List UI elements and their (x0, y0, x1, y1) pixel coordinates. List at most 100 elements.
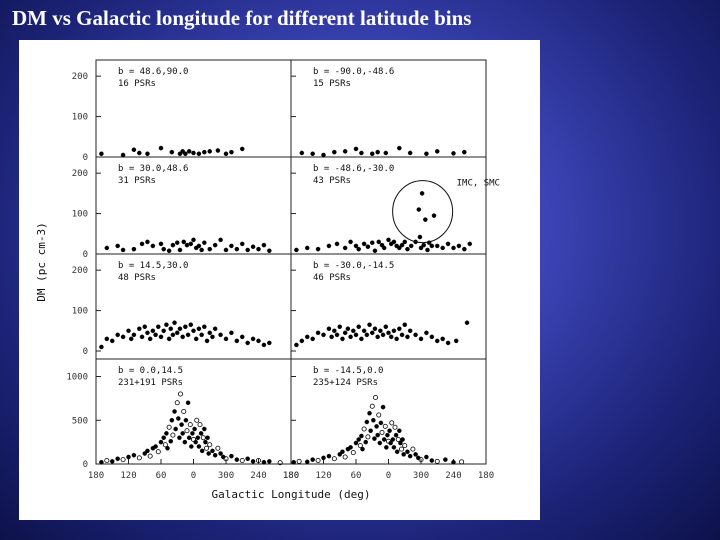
x-tick-label: 180 (283, 471, 299, 481)
data-point (304, 459, 310, 465)
panel-count-label: 48 PSRs (118, 273, 156, 283)
data-point (364, 332, 370, 338)
data-point (368, 428, 373, 433)
data-point (429, 334, 435, 340)
data-point (357, 443, 363, 449)
data-point (250, 336, 256, 342)
data-point (145, 330, 150, 336)
data-point (120, 152, 126, 158)
x-tick-label: 60 (351, 471, 362, 481)
data-point (348, 239, 353, 245)
data-point (332, 149, 337, 155)
data-point (169, 417, 175, 423)
figure-panel: 0 100 200 0 100 200 0 100 200 0 500 1000 180 120 60 0 30… (19, 40, 540, 520)
data-point (387, 428, 392, 433)
data-point (195, 435, 201, 440)
data-point (372, 326, 378, 332)
data-point (193, 439, 198, 445)
data-point (453, 338, 459, 344)
data-point (161, 435, 166, 440)
data-point (391, 239, 397, 245)
data-point (139, 241, 145, 247)
data-point (389, 420, 395, 426)
data-point (451, 459, 456, 465)
data-point (199, 332, 204, 338)
data-point (115, 332, 120, 338)
data-point (172, 409, 177, 414)
y-tick-label: 200 (72, 72, 88, 82)
data-point (369, 403, 375, 409)
panel-latitude-label: b = -48.6,-30.0 (313, 164, 394, 174)
data-point (375, 432, 380, 438)
data-point (239, 334, 245, 340)
data-point (369, 151, 375, 157)
data-point (391, 445, 397, 450)
data-point (353, 146, 359, 152)
data-point (459, 459, 465, 465)
data-point (359, 433, 364, 439)
data-point (120, 247, 126, 253)
data-point (239, 146, 245, 152)
data-point (383, 324, 389, 329)
data-point (202, 426, 207, 432)
data-point (215, 148, 221, 153)
data-point (183, 417, 189, 423)
data-point (340, 449, 345, 454)
data-point (126, 454, 131, 460)
data-point (419, 191, 425, 196)
data-point (166, 424, 172, 430)
panel-latitude-label: b = -90.0,-48.6 (313, 67, 394, 77)
data-point (161, 246, 166, 252)
data-point (104, 245, 110, 251)
data-point (184, 428, 190, 434)
data-point (321, 455, 326, 461)
lmc-smc-annotation: IMC, SMC (457, 179, 500, 189)
data-point (379, 429, 385, 435)
data-point (408, 243, 414, 249)
data-point (367, 410, 372, 416)
data-point (381, 245, 387, 251)
data-point (340, 336, 345, 342)
data-point (392, 424, 398, 430)
data-point (200, 435, 206, 441)
data-point (181, 239, 186, 245)
data-point (196, 243, 202, 249)
y-tick-label: 100 (72, 113, 88, 123)
data-point (394, 336, 399, 342)
data-point (397, 326, 402, 332)
data-point (398, 446, 404, 452)
data-point (199, 448, 205, 454)
data-point (172, 320, 177, 325)
data-point (212, 242, 218, 248)
data-point (402, 239, 407, 245)
data-point (390, 437, 396, 442)
data-point (131, 332, 137, 338)
x-tick-label: 180 (283, 471, 299, 481)
data-point (137, 150, 142, 156)
data-point (402, 322, 407, 327)
data-point (359, 336, 364, 342)
y-tick-label: 0 (83, 347, 88, 357)
data-point (210, 448, 215, 454)
x-tick-label: 0 (386, 471, 391, 481)
x-tick-label: 180 (478, 471, 494, 481)
data-point (304, 334, 310, 340)
data-point (203, 439, 208, 445)
data-point (378, 420, 384, 426)
data-point (176, 416, 181, 421)
data-point (155, 449, 161, 455)
data-point (401, 452, 406, 457)
data-point (115, 456, 120, 461)
data-point (337, 324, 342, 329)
data-point (376, 239, 381, 245)
data-point (170, 242, 176, 248)
x-tick-label: 240 (250, 471, 266, 481)
data-point (142, 324, 148, 329)
data-point (418, 245, 424, 251)
x-tick-label: 60 (156, 471, 167, 481)
data-point (407, 453, 413, 459)
data-point (145, 239, 150, 245)
data-point (229, 453, 234, 459)
data-point (342, 245, 348, 251)
data-point (359, 150, 364, 156)
